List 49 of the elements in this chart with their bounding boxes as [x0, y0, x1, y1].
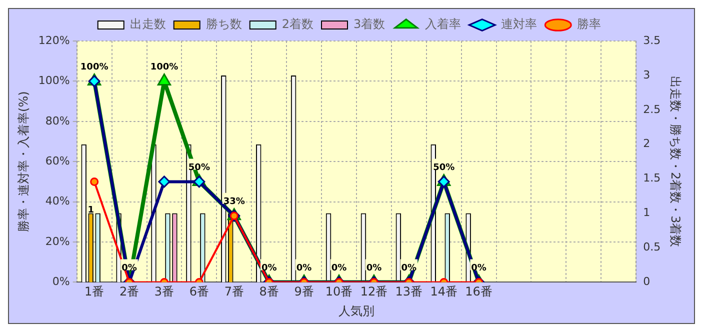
x-tick-label: 8番 [259, 284, 279, 299]
data-label: 33% [223, 197, 245, 208]
y-tick-label: 40% [45, 194, 70, 208]
data-label: 0% [366, 264, 382, 274]
x-tick-label: 14番 [430, 284, 458, 299]
y-axis-title: 勝率・連対率・入着率(%) [16, 91, 30, 232]
y2-tick-label: 1.5 [643, 172, 661, 185]
data-label: 50% [433, 163, 455, 174]
y2-tick-label: 1 [643, 206, 650, 220]
x-tick-label: 3番 [154, 284, 174, 299]
y2-axis-title: 出走数・勝ち数・2着数・3着数 [668, 76, 683, 248]
y-tick-label: 100% [38, 74, 70, 88]
y-tick-label: 120% [38, 34, 70, 47]
y2-tick-label: 3.5 [643, 34, 661, 47]
x-tick-label: 1番 [84, 284, 104, 299]
x-tick-label: 7番 [224, 284, 244, 299]
y2-tick-label: 2 [643, 137, 650, 150]
y2-tick-label: 3 [643, 68, 650, 82]
x-tick-label: 16番 [465, 284, 492, 299]
y-tick-label: 0% [52, 275, 70, 288]
data-label: 0% [401, 264, 417, 274]
data-label: 1 [88, 206, 94, 216]
data-label: 0% [331, 264, 347, 274]
data-label: 50% [188, 163, 210, 174]
legend-label: 勝率 [577, 17, 602, 32]
legend-label: 2着数 [282, 17, 314, 32]
y2-tick-label: 2.5 [643, 102, 661, 116]
y2-tick-label: 0.5 [643, 240, 661, 254]
x-tick-label: 10番 [325, 284, 353, 299]
x-axis-title: 人気別 [338, 304, 374, 318]
legend-label: 入着率 [425, 17, 462, 32]
legend-label: 3着数 [354, 17, 386, 32]
y-tick-label: 20% [45, 234, 70, 248]
x-tick-label: 13番 [395, 284, 423, 299]
x-tick-label: 2番 [119, 284, 140, 299]
data-label: 0% [296, 264, 312, 274]
y2-tick-label: 0 [643, 275, 650, 288]
legend-label: 出走数 [130, 17, 166, 32]
x-tick-label: 12番 [360, 284, 388, 299]
y-tick-label: 60% [45, 154, 70, 168]
data-label: 100% [150, 62, 178, 73]
x-tick-label: 6番 [189, 284, 210, 299]
data-label: 0% [471, 264, 486, 274]
legend-label: 勝ち数 [206, 17, 242, 32]
x-tick-label: 9番 [294, 284, 314, 299]
data-label: 100% [80, 62, 108, 73]
y-tick-label: 80% [45, 114, 70, 128]
legend-label: 連対率 [501, 17, 538, 32]
data-label: 0% [261, 264, 277, 274]
